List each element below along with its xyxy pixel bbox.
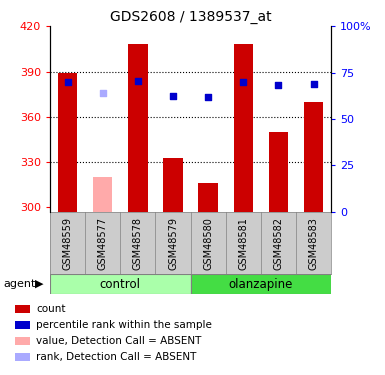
- Text: GSM48579: GSM48579: [168, 217, 178, 270]
- Bar: [58, 73, 77, 212]
- Bar: [15, 305, 30, 313]
- Title: GDS2608 / 1389537_at: GDS2608 / 1389537_at: [110, 10, 271, 24]
- Text: GSM48580: GSM48580: [203, 217, 213, 270]
- Bar: [15, 321, 30, 329]
- Text: GSM48578: GSM48578: [133, 217, 143, 270]
- Text: count: count: [36, 304, 65, 314]
- Bar: [199, 183, 218, 212]
- Text: olanzapine: olanzapine: [229, 278, 293, 291]
- Bar: [269, 132, 288, 212]
- Bar: [191, 274, 331, 294]
- Bar: [15, 337, 30, 345]
- Point: [65, 79, 71, 85]
- Text: ▶: ▶: [35, 279, 43, 289]
- Text: GSM48581: GSM48581: [238, 217, 248, 270]
- Point: [275, 82, 281, 88]
- Text: GSM48577: GSM48577: [98, 217, 108, 270]
- Text: agent: agent: [4, 279, 36, 289]
- Point: [205, 94, 211, 100]
- Bar: [163, 158, 182, 212]
- Text: value, Detection Call = ABSENT: value, Detection Call = ABSENT: [36, 336, 201, 346]
- Text: control: control: [100, 278, 141, 291]
- Point: [135, 78, 141, 84]
- Point: [170, 93, 176, 99]
- Text: GSM48583: GSM48583: [308, 217, 318, 270]
- Bar: [15, 353, 30, 361]
- Text: GSM48559: GSM48559: [63, 217, 73, 270]
- Bar: [50, 274, 191, 294]
- Text: GSM48582: GSM48582: [273, 217, 283, 270]
- Point: [100, 90, 106, 96]
- Text: percentile rank within the sample: percentile rank within the sample: [36, 320, 212, 330]
- Point: [310, 81, 316, 87]
- Bar: [304, 102, 323, 212]
- Text: rank, Detection Call = ABSENT: rank, Detection Call = ABSENT: [36, 352, 196, 362]
- Bar: [128, 44, 147, 212]
- Point: [240, 79, 246, 85]
- Bar: [234, 44, 253, 212]
- Bar: [93, 177, 112, 212]
